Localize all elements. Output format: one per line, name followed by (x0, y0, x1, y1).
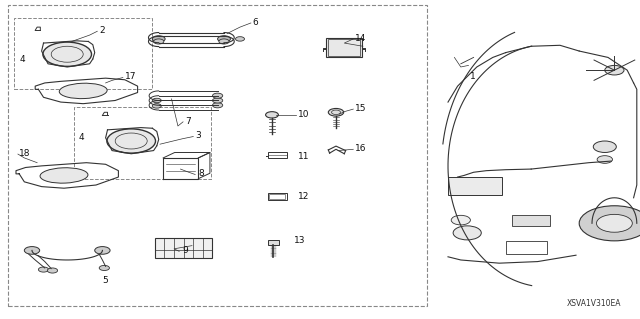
Bar (512, 215, 550, 226)
Text: 10: 10 (298, 110, 309, 119)
Circle shape (99, 265, 109, 271)
Circle shape (451, 215, 470, 225)
Bar (269, 194, 285, 199)
Bar (74, 107, 211, 179)
Text: 13: 13 (294, 236, 306, 245)
Text: 4: 4 (19, 55, 25, 63)
Bar (506, 241, 547, 254)
Text: 8: 8 (198, 169, 204, 178)
Circle shape (266, 112, 278, 118)
Circle shape (43, 42, 92, 66)
Circle shape (218, 36, 230, 42)
Circle shape (597, 156, 612, 163)
Circle shape (579, 206, 640, 241)
Text: 15: 15 (355, 104, 367, 113)
Text: 2: 2 (99, 26, 105, 35)
Bar (14, 18, 152, 89)
Circle shape (38, 267, 49, 272)
Text: XSVA1V310EA: XSVA1V310EA (566, 299, 621, 308)
Bar (268, 152, 287, 158)
Bar (328, 39, 360, 56)
Text: 4: 4 (79, 133, 84, 142)
Text: 11: 11 (298, 152, 309, 161)
Text: 1: 1 (470, 72, 476, 81)
Circle shape (593, 141, 616, 152)
Bar (268, 193, 287, 200)
Circle shape (453, 226, 481, 240)
Circle shape (154, 39, 164, 44)
Text: 17: 17 (125, 72, 136, 81)
Ellipse shape (40, 168, 88, 183)
Bar (326, 38, 362, 57)
Circle shape (605, 65, 624, 75)
Circle shape (212, 98, 223, 103)
Circle shape (47, 268, 58, 273)
Circle shape (219, 39, 229, 44)
Circle shape (152, 98, 161, 103)
Text: 9: 9 (182, 246, 188, 255)
Text: 7: 7 (186, 117, 191, 126)
Text: 6: 6 (253, 18, 259, 27)
Ellipse shape (60, 83, 107, 99)
Text: 3: 3 (195, 131, 201, 140)
Bar (448, 177, 502, 195)
Circle shape (24, 247, 40, 254)
Text: 18: 18 (19, 149, 31, 158)
Circle shape (596, 214, 632, 232)
Text: 16: 16 (355, 144, 367, 153)
Bar (8, 5, 427, 306)
Circle shape (152, 36, 165, 42)
Circle shape (107, 129, 156, 153)
Text: 5: 5 (102, 276, 108, 285)
Circle shape (95, 247, 110, 254)
Bar (268, 240, 279, 245)
Circle shape (152, 104, 161, 108)
Bar (155, 238, 212, 258)
Circle shape (212, 93, 223, 98)
Circle shape (236, 37, 244, 41)
Circle shape (212, 103, 223, 108)
Text: 14: 14 (355, 34, 367, 43)
Circle shape (328, 108, 344, 116)
Text: 12: 12 (298, 192, 309, 201)
